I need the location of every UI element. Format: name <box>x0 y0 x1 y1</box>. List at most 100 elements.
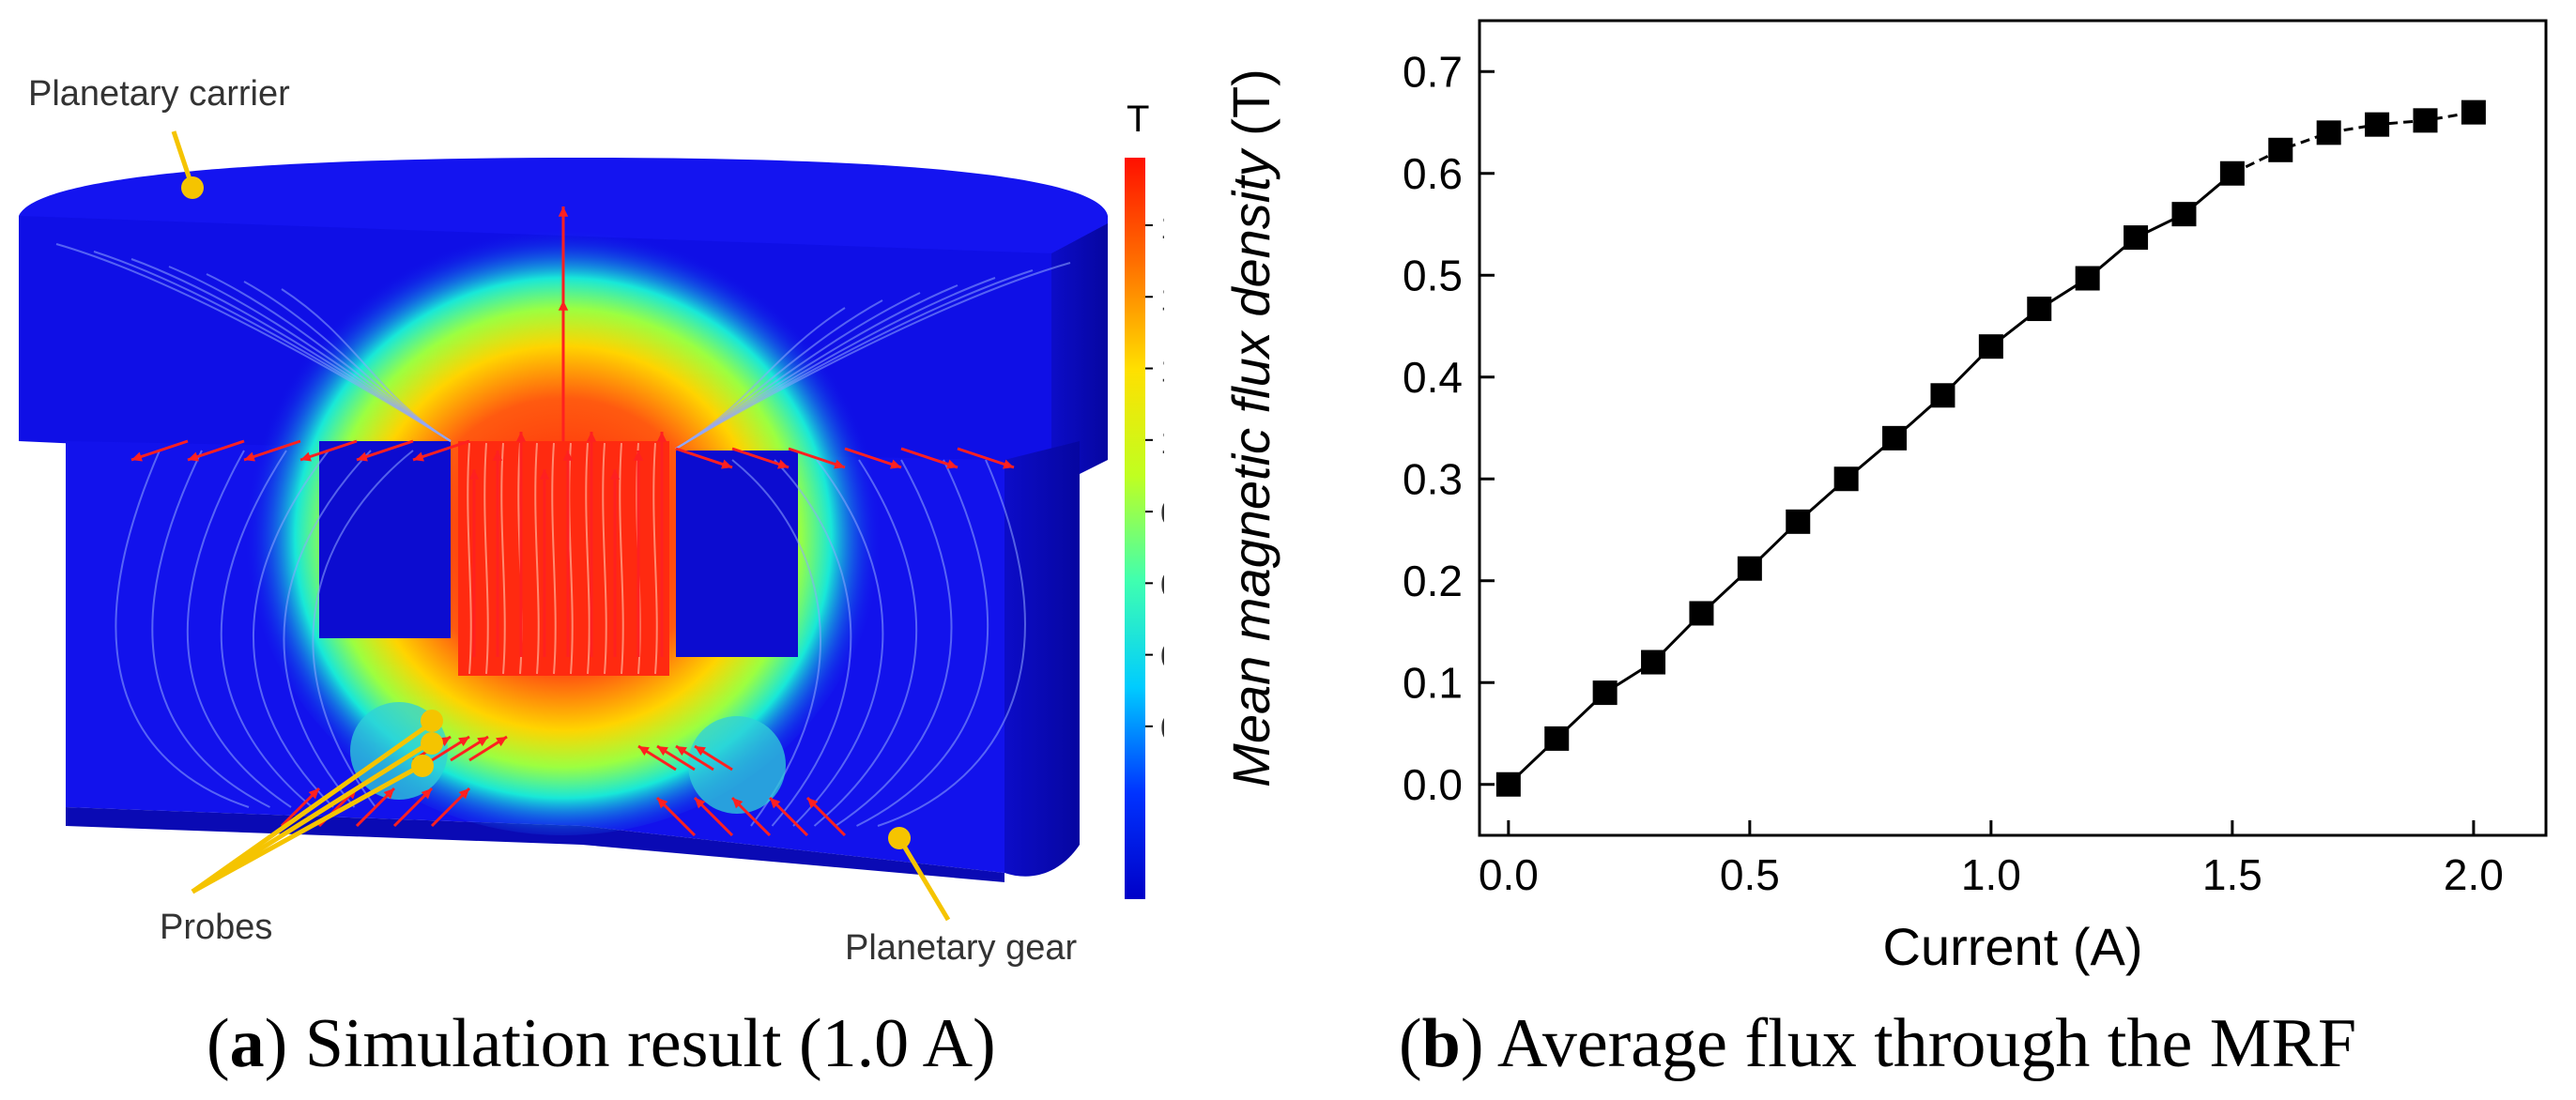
data-point <box>1592 680 1618 706</box>
field-arrow <box>731 447 790 469</box>
data-point <box>1978 334 2003 359</box>
field-arrow <box>656 744 696 772</box>
field-arrow <box>243 439 301 462</box>
field-arrows <box>130 206 1015 837</box>
probe-callout-line-2 <box>191 739 434 894</box>
field-arrow <box>957 447 1015 469</box>
field-arrow <box>430 787 471 828</box>
plot-frame <box>1478 19 2548 837</box>
label-probes: Probes <box>160 908 272 947</box>
data-point <box>2171 202 2197 227</box>
data-point <box>1544 726 1570 751</box>
y-tick-label: 0.1 <box>1403 658 1463 707</box>
field-arrow <box>805 796 847 837</box>
y-axis: 0.0 0.1 0.2 0.3 0.4 0.5 0.6 0.7 <box>1403 47 1495 809</box>
caption-a-text: Simulation result (1.0 A) <box>304 1005 996 1082</box>
core <box>458 441 669 676</box>
field-arrow <box>355 787 396 828</box>
x-axis: 0.0 0.5 1.0 1.5 2.0 <box>1479 820 2504 899</box>
field-arrow <box>450 735 489 762</box>
contour-line <box>792 459 884 827</box>
field-arrow <box>392 787 434 828</box>
gear-callout-dot <box>888 827 911 849</box>
colorbar-ticks: 1.61.41.210.80.60.40.2 <box>1145 207 1207 747</box>
y-tick-label: 0.7 <box>1403 47 1463 96</box>
x-axis-label: Current (A) <box>1883 917 2143 976</box>
chart-panel: 0.0 0.1 0.2 0.3 0.4 0.5 0.6 0.7 0.0 0.5 1.0 1.5 2.0… <box>1164 0 2576 1100</box>
data-point <box>2461 99 2486 125</box>
contour-line <box>771 459 852 827</box>
core-field-line <box>602 442 607 675</box>
field-arrow <box>299 439 358 462</box>
probe-callout-line-1 <box>191 720 434 894</box>
caption-b: (b) Average flux through the MRF <box>1399 1005 2357 1082</box>
core-field-line <box>652 442 658 675</box>
coil-slot-right <box>676 451 798 657</box>
probe-circle-right <box>688 716 786 814</box>
field-arrow <box>586 432 597 657</box>
field-arrow <box>730 796 772 837</box>
probe-callout-line-3 <box>191 762 424 894</box>
core-field-line <box>483 442 489 675</box>
y-tick-label: 0.6 <box>1403 149 1463 198</box>
contour-line <box>312 450 414 808</box>
caption-b-text: Average flux through the MRF <box>1496 1005 2357 1082</box>
data-series <box>1495 99 2486 797</box>
caption-a: (a) Simulation result (1.0 A) <box>207 1005 996 1082</box>
label-gear: Planetary gear <box>845 928 1077 968</box>
coil-slot-left <box>319 441 451 638</box>
caption-a-letter: a <box>229 1005 265 1082</box>
data-point <box>1833 466 1859 492</box>
simulation-panel: Planetary carrier Probes Planetary gear … <box>0 0 1207 1100</box>
core-field-line <box>534 442 540 675</box>
data-point <box>1641 649 1666 675</box>
field-arrow <box>788 447 846 469</box>
data-point <box>1930 383 1955 408</box>
field-arrow <box>633 451 644 657</box>
field-arrow <box>693 796 734 837</box>
contour-line <box>835 459 953 827</box>
field-arrow <box>655 796 697 837</box>
contour-line <box>281 288 452 442</box>
contour-line <box>220 450 314 808</box>
data-point <box>2124 225 2149 251</box>
contour-line <box>731 459 821 827</box>
simulation-figure: Planetary carrier Probes Planetary gear … <box>19 74 1207 968</box>
x-tick-label: 1.5 <box>2202 850 2262 899</box>
field-arrow <box>468 469 480 657</box>
core-field-line <box>619 442 624 675</box>
colorbar-unit: T <box>1127 99 1149 140</box>
field-arrow <box>468 735 508 762</box>
y-axis-label-main: Mean magnetic flux density <box>1221 147 1280 787</box>
field-arrow <box>675 447 733 469</box>
probe-dot-2 <box>421 732 443 755</box>
flux-chart: 0.0 0.1 0.2 0.3 0.4 0.5 0.6 0.7 0.0 0.5 1.0 1.5 2.0… <box>1221 19 2548 976</box>
field-arrow <box>187 439 245 462</box>
y-tick-label: 0.0 <box>1403 760 1463 809</box>
field-arrow <box>412 439 470 462</box>
field-arrow <box>844 447 902 469</box>
field-arrow <box>637 744 677 772</box>
field-arrow <box>609 469 621 657</box>
data-point <box>2268 137 2293 162</box>
data-point <box>2219 160 2245 186</box>
data-point <box>1689 601 1714 626</box>
y-tick-label: 0.5 <box>1403 251 1463 299</box>
core-field-line <box>585 442 590 675</box>
label-carrier: Planetary carrier <box>28 74 290 114</box>
data-point <box>2413 108 2438 133</box>
field-arrow <box>768 796 809 837</box>
contour-line <box>813 459 918 827</box>
contour-line <box>186 450 292 808</box>
data-point <box>2075 266 2100 291</box>
x-tick-label: 0.0 <box>1479 850 1539 899</box>
field-arrow <box>558 206 569 300</box>
core-field-line <box>568 442 574 675</box>
y-axis-label: Mean magnetic flux density (T) <box>1221 69 1280 787</box>
field-arrow <box>562 451 574 657</box>
field-contours <box>55 243 1071 827</box>
y-tick-label: 0.2 <box>1403 557 1463 605</box>
contour-line <box>283 450 372 808</box>
core-field-line <box>500 442 506 675</box>
field-arrow <box>656 432 667 657</box>
